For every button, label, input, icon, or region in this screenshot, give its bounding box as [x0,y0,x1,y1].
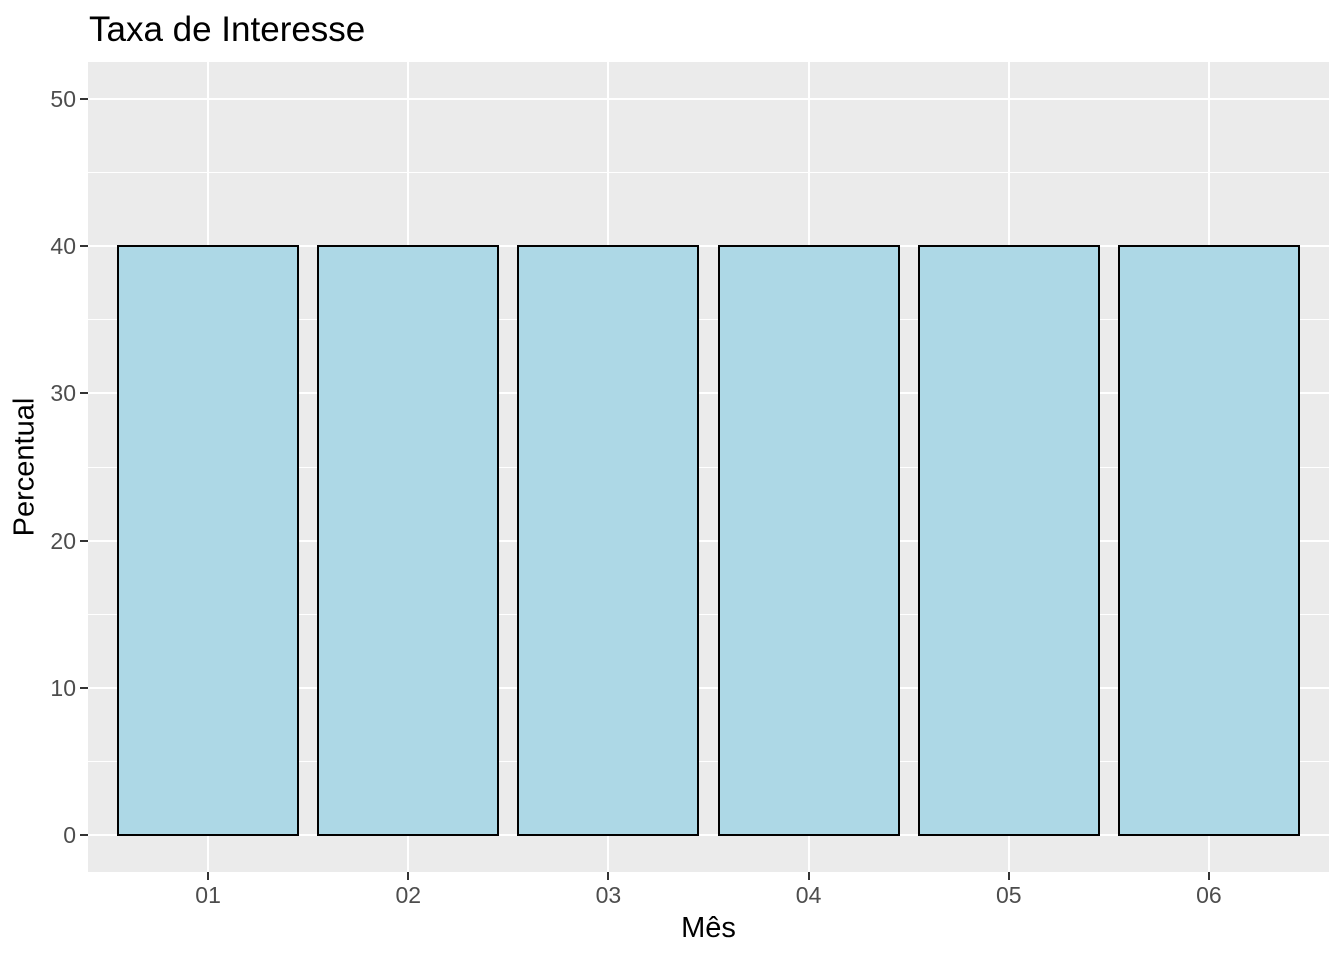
x-tick-label: 02 [395,882,422,908]
y-gridline-major [88,539,1329,542]
y-tick-label: 20 [50,527,76,554]
y-gridline-minor [88,319,1329,321]
y-tick-label: 50 [50,85,76,112]
y-gridline-major [88,392,1329,395]
bar [517,245,700,837]
chart-title: Taxa de Interesse [89,10,366,49]
x-tick-label: 01 [195,882,221,908]
y-tick-mark [80,539,88,542]
x-tick-mark [207,872,210,880]
y-axis-title: Percentual [8,397,41,537]
bar [917,245,1100,837]
x-tick-mark [1007,872,1010,880]
x-axis-title: Mês [681,912,736,944]
y-tick-label: 40 [50,233,76,260]
y-tick-mark [80,97,88,100]
y-gridline-major [88,834,1329,837]
x-tick-label: 03 [595,882,622,908]
y-gridline-minor [88,171,1329,173]
bar [117,245,300,837]
x-tick-mark [807,872,810,880]
y-tick-mark [80,245,88,248]
y-tick-label: 30 [50,380,76,407]
x-tick-label: 05 [995,882,1022,908]
x-tick-mark [1207,872,1210,880]
plot-panel [88,62,1329,872]
x-tick-label: 04 [795,882,822,908]
x-tick-mark [607,872,610,880]
y-tick-label: 0 [63,822,76,849]
y-gridline-minor [88,613,1329,615]
x-tick-mark [407,872,410,880]
y-tick-label: 10 [50,674,76,701]
y-gridline-major [88,245,1329,248]
y-gridline-minor [88,761,1329,763]
y-tick-mark [80,686,88,689]
y-gridline-minor [88,466,1329,468]
bar [317,245,500,837]
y-gridline-major [88,686,1329,689]
y-tick-mark [80,392,88,395]
y-gridline-major [88,97,1329,100]
y-tick-mark [80,834,88,837]
x-tick-label: 06 [1196,882,1222,908]
bar [717,245,900,837]
bar [1117,245,1300,837]
